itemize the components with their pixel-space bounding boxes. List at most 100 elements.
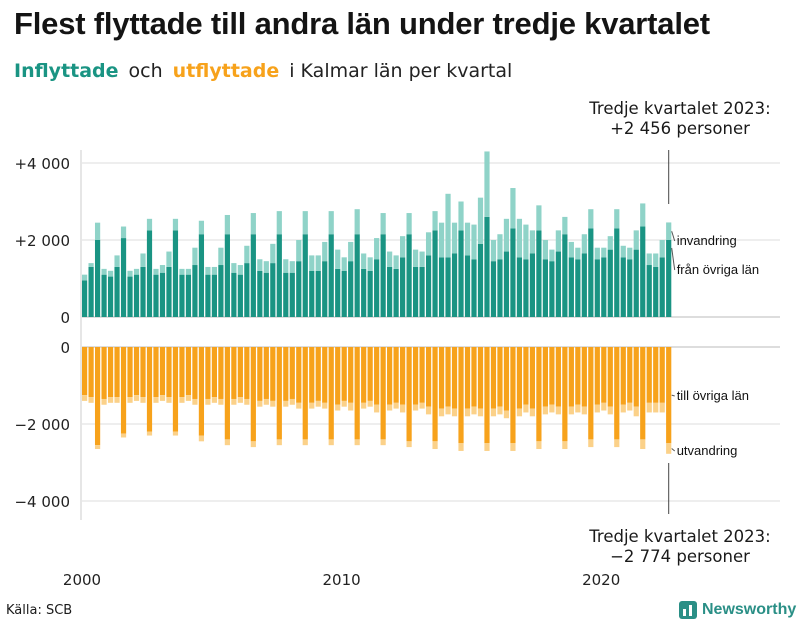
bar-inflow-immigration (464, 222, 471, 256)
bar-outflow-emigration (666, 443, 672, 454)
bar-outflow-emigration (88, 397, 94, 403)
bar-outflow-domestic (393, 347, 399, 403)
bar-outflow-emigration (490, 408, 497, 417)
bar-inflow-immigration (120, 226, 127, 239)
bar-outflow-domestic (270, 347, 276, 401)
bar-inflow-immigration (328, 211, 334, 235)
bar-outflow-emigration (497, 406, 503, 415)
bar-inflow-immigration (536, 205, 542, 231)
bar-outflow-domestic (263, 347, 269, 399)
bar-outflow-domestic (633, 347, 639, 407)
bar-outflow-domestic (296, 347, 302, 403)
bar-outflow-emigration (575, 404, 581, 413)
bar-outflow-domestic (94, 347, 101, 446)
bar-outflow-emigration (653, 402, 659, 413)
bar-outflow-emigration (510, 443, 516, 451)
bar-inflow-immigration (94, 222, 101, 240)
bar-inflow-domestic (153, 274, 159, 317)
bar-inflow-domestic (653, 266, 659, 317)
bar-outflow-domestic (211, 347, 217, 398)
bar-outflow-emigration (153, 397, 159, 403)
bar-inflow-domestic (283, 272, 289, 317)
bar-inflow-domestic (568, 257, 574, 317)
bar-inflow-domestic (425, 255, 432, 317)
bar-inflow-domestic (127, 276, 133, 317)
bar-inflow-domestic (341, 270, 347, 317)
bar-inflow-domestic (82, 280, 88, 317)
annotation-bottom: Tredje kvartalet 2023: −2 774 personer (565, 527, 795, 567)
bar-outflow-domestic (581, 347, 587, 407)
bar-outflow-domestic (257, 347, 263, 401)
bar-inflow-domestic (335, 268, 341, 317)
bar-inflow-immigration (510, 188, 516, 229)
bar-inflow-immigration (484, 151, 490, 217)
bar-outflow-emigration (244, 398, 250, 405)
bar-outflow-emigration (620, 404, 626, 413)
bar-inflow-domestic (516, 257, 523, 317)
bar-outflow-domestic (620, 347, 626, 405)
bar-inflow-immigration (309, 255, 315, 271)
bar-outflow-emigration (127, 397, 133, 403)
bar-inflow-domestic (549, 261, 555, 317)
bar-outflow-emigration (224, 439, 230, 446)
bar-outflow-emigration (588, 439, 594, 448)
bar-outflow-emigration (107, 397, 114, 403)
bar-outflow-emigration (257, 400, 263, 407)
bar-inflow-immigration (659, 240, 665, 258)
bar-outflow-domestic (140, 347, 146, 398)
bar-outflow-emigration (179, 397, 185, 403)
bottom-ytick-label: −2 000 (14, 416, 70, 434)
bar-inflow-domestic (445, 257, 451, 317)
bar-outflow-emigration (328, 439, 334, 446)
bar-inflow-immigration (166, 251, 172, 267)
bar-inflow-immigration (354, 209, 360, 235)
bar-inflow-domestic (270, 263, 276, 317)
bar-outflow-emigration (289, 398, 295, 405)
subtitle-connector: och (128, 60, 163, 82)
bar-outflow-emigration (633, 406, 639, 417)
bar-outflow-emigration (536, 441, 542, 450)
bar-inflow-immigration (380, 213, 386, 235)
bar-outflow-domestic (659, 347, 665, 403)
bar-outflow-domestic (594, 347, 600, 405)
newsworthy-logo-icon (679, 601, 697, 619)
bar-outflow-domestic (127, 347, 133, 398)
bar-inflow-immigration (387, 251, 393, 267)
bar-outflow-emigration (133, 395, 140, 401)
bar-outflow-emigration (594, 404, 600, 413)
bar-inflow-domestic (646, 265, 652, 317)
bar-outflow-emigration (458, 443, 464, 451)
bar-outflow-domestic (276, 347, 282, 440)
bar-inflow-immigration (523, 224, 529, 260)
bar-inflow-immigration (302, 211, 308, 235)
bar-outflow-domestic (153, 347, 159, 398)
bar-inflow-domestic (393, 268, 399, 317)
bar-outflow-domestic (374, 347, 380, 405)
bar-inflow-domestic (361, 268, 367, 317)
bar-inflow-immigration (263, 261, 269, 273)
bar-outflow-domestic (562, 347, 568, 442)
bar-outflow-emigration (529, 408, 536, 417)
bar-outflow-emigration (464, 408, 471, 417)
bar-inflow-immigration (185, 268, 192, 275)
bar-inflow-immigration (555, 230, 561, 252)
bar-outflow-emigration (231, 398, 237, 405)
bar-inflow-immigration (159, 265, 166, 273)
bar-outflow-domestic (464, 347, 471, 409)
bar-outflow-domestic (335, 347, 341, 405)
bar-outflow-emigration (250, 441, 256, 448)
bar-outflow-domestic (283, 347, 289, 401)
bar-inflow-domestic (484, 216, 490, 317)
bar-inflow-domestic (224, 234, 230, 317)
bar-inflow-domestic (205, 274, 211, 317)
bottom-ytick-label: −4 000 (14, 493, 70, 511)
annotation-top: Tredje kvartalet 2023: +2 456 personer (565, 99, 795, 139)
bar-inflow-immigration (315, 255, 321, 271)
bar-outflow-emigration (601, 402, 607, 411)
bar-outflow-domestic (406, 347, 412, 442)
bar-outflow-emigration (114, 397, 120, 403)
bar-outflow-domestic (607, 347, 613, 407)
bar-inflow-domestic (133, 274, 140, 317)
bar-inflow-domestic (471, 259, 477, 317)
